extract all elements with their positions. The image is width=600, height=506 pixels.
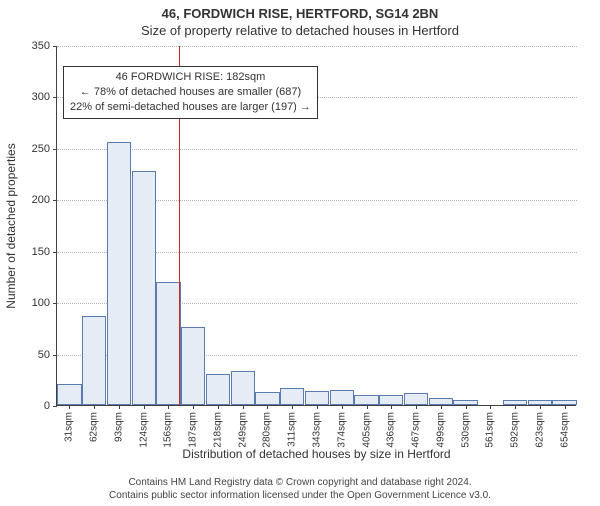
xtick-mark: [144, 405, 145, 409]
ytick-mark: [53, 406, 57, 407]
xtick-mark: [565, 405, 566, 409]
xtick-label: 218sqm: [212, 412, 223, 448]
xtick-mark: [342, 405, 343, 409]
xtick-label: 405sqm: [361, 412, 372, 448]
ytick-label: 250: [16, 143, 50, 155]
xtick-label: 311sqm: [287, 412, 298, 447]
bar: [156, 282, 180, 405]
xtick-mark: [69, 405, 70, 409]
xtick-label: 187sqm: [188, 412, 199, 448]
xtick-mark: [441, 405, 442, 409]
y-axis-label: Number of detached properties: [4, 143, 18, 308]
xtick-label: 31sqm: [64, 412, 75, 442]
xtick-mark: [168, 405, 169, 409]
bar: [330, 390, 354, 405]
bar: [82, 316, 106, 405]
xtick-label: 561sqm: [485, 412, 496, 448]
xtick-label: 156sqm: [163, 412, 174, 448]
bar: [354, 395, 378, 405]
bar: [107, 142, 131, 405]
callout-box: 46 FORDWICH RISE: 182sqm ← 78% of detach…: [63, 66, 318, 119]
xtick-mark: [243, 405, 244, 409]
xtick-mark: [94, 405, 95, 409]
bar: [404, 393, 428, 405]
xtick-mark: [193, 405, 194, 409]
xtick-label: 623sqm: [534, 412, 545, 448]
xtick-mark: [317, 405, 318, 409]
xtick-label: 654sqm: [559, 412, 570, 448]
xtick-mark: [540, 405, 541, 409]
ytick-label: 300: [16, 91, 50, 103]
xtick-label: 592sqm: [510, 412, 521, 448]
x-axis-label: Distribution of detached houses by size …: [182, 447, 450, 461]
footer-line-2: Contains public sector information licen…: [0, 489, 600, 502]
ytick-label: 0: [16, 400, 50, 412]
xtick-label: 93sqm: [113, 412, 124, 442]
xtick-label: 499sqm: [435, 412, 446, 448]
xtick-label: 280sqm: [262, 412, 273, 448]
xtick-mark: [515, 405, 516, 409]
xtick-label: 62sqm: [89, 412, 100, 442]
xtick-label: 530sqm: [460, 412, 471, 448]
page-title: 46, FORDWICH RISE, HERTFORD, SG14 2BN: [0, 6, 600, 21]
xtick-mark: [466, 405, 467, 409]
bar: [132, 171, 156, 406]
page-subtitle: Size of property relative to detached ho…: [0, 23, 600, 38]
bar: [231, 371, 255, 405]
xtick-mark: [292, 405, 293, 409]
bar: [255, 392, 279, 405]
ytick-label: 150: [16, 246, 50, 258]
xtick-mark: [391, 405, 392, 409]
xtick-mark: [119, 405, 120, 409]
footer-line-1: Contains HM Land Registry data © Crown c…: [0, 476, 600, 489]
ytick-label: 350: [16, 40, 50, 52]
xtick-mark: [490, 405, 491, 409]
bar: [429, 398, 453, 405]
callout-line-1: 46 FORDWICH RISE: 182sqm: [70, 70, 311, 85]
plot-area: 46 FORDWICH RISE: 182sqm ← 78% of detach…: [56, 46, 576, 406]
callout-line-3: 22% of semi-detached houses are larger (…: [70, 100, 311, 115]
callout-line-2: ← 78% of detached houses are smaller (68…: [70, 85, 311, 100]
xtick-mark: [416, 405, 417, 409]
xtick-label: 436sqm: [386, 412, 397, 448]
footer-text: Contains HM Land Registry data © Crown c…: [0, 476, 600, 502]
xtick-mark: [267, 405, 268, 409]
bar: [305, 391, 329, 405]
ytick-label: 100: [16, 297, 50, 309]
ytick-label: 200: [16, 194, 50, 206]
bar: [280, 388, 304, 405]
xtick-label: 467sqm: [411, 412, 422, 448]
ytick-label: 50: [16, 349, 50, 361]
bar: [181, 327, 205, 405]
xtick-mark: [367, 405, 368, 409]
xtick-label: 374sqm: [336, 412, 347, 448]
xtick-mark: [218, 405, 219, 409]
bar: [57, 384, 81, 405]
bar: [206, 374, 230, 405]
xtick-label: 343sqm: [312, 412, 323, 448]
bar: [379, 395, 403, 405]
xtick-label: 124sqm: [138, 412, 149, 448]
histogram-chart: 46 FORDWICH RISE: 182sqm ← 78% of detach…: [56, 46, 576, 406]
xtick-label: 249sqm: [237, 412, 248, 448]
